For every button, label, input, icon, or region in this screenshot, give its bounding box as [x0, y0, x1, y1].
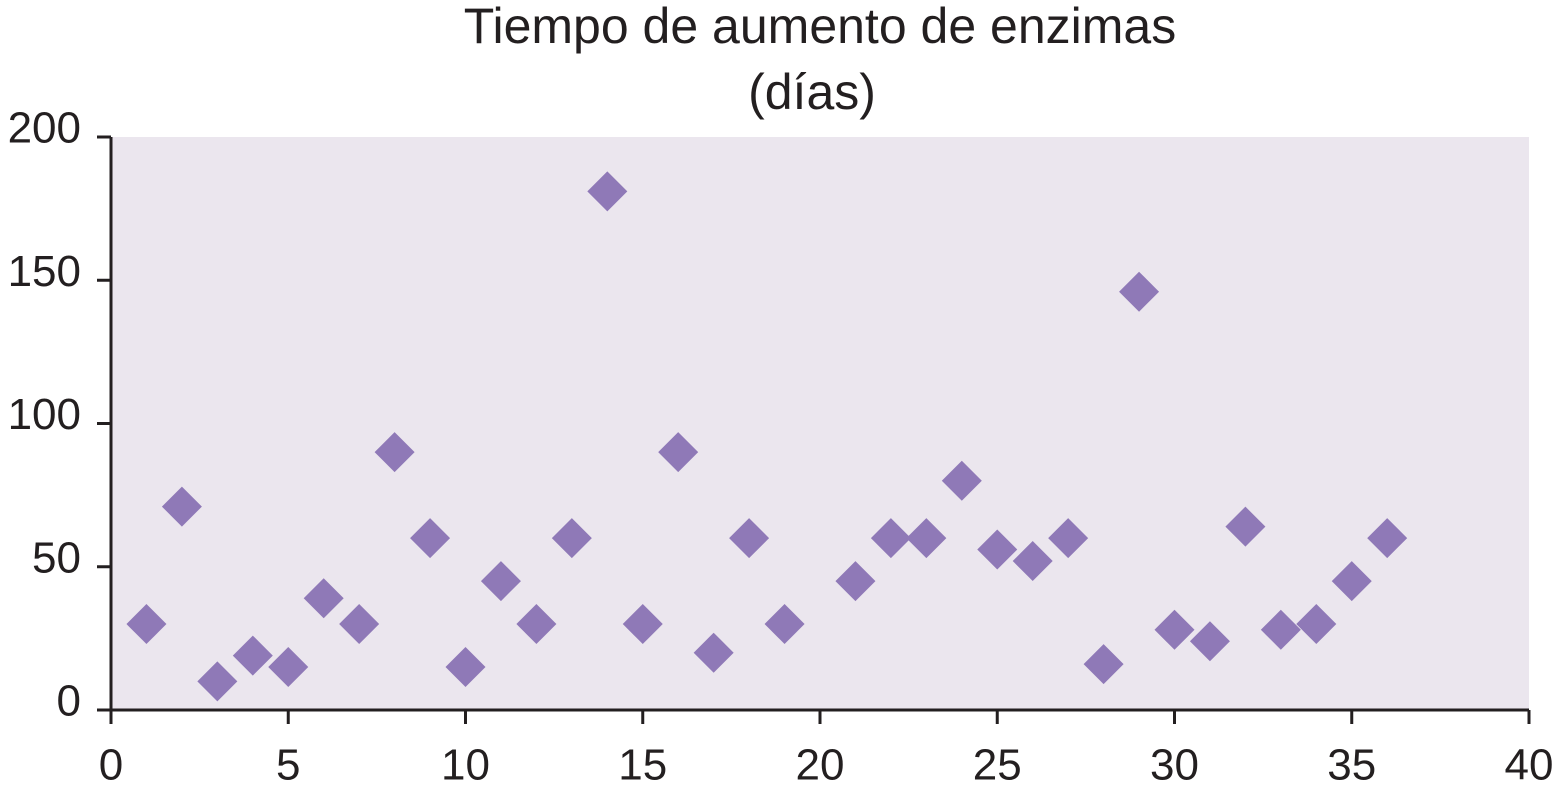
x-tick-label: 15 [618, 741, 667, 790]
point [729, 518, 770, 559]
point [1225, 506, 1266, 547]
point [303, 578, 344, 619]
point [1048, 518, 1089, 559]
y-tick-label: 50 [32, 533, 81, 582]
x-tick-label: 20 [796, 741, 845, 790]
point [1367, 518, 1408, 559]
point [658, 432, 699, 473]
point [764, 604, 805, 645]
x-tick-label: 0 [99, 741, 123, 790]
x-tick-label: 25 [973, 741, 1022, 790]
point [126, 604, 167, 645]
point [587, 171, 628, 212]
point [1154, 609, 1195, 650]
plot-background [111, 137, 1529, 710]
point [941, 460, 982, 501]
y-tick-label: 150 [8, 247, 81, 296]
point [906, 518, 947, 559]
point [232, 635, 273, 676]
point [1260, 609, 1301, 650]
point [268, 647, 309, 688]
x-tick-label: 10 [441, 741, 490, 790]
y-tick-label: 200 [8, 104, 81, 153]
point [551, 518, 592, 559]
x-tick-label: 30 [1150, 741, 1199, 790]
point [1119, 271, 1160, 312]
point [835, 561, 876, 602]
point [161, 486, 202, 527]
chart-title: Tiempo de aumento de enzimas [464, 0, 1176, 54]
point [622, 604, 663, 645]
point [977, 529, 1018, 570]
point [1189, 621, 1230, 662]
point [1331, 561, 1372, 602]
y-tick-label: 0 [57, 677, 81, 726]
chart-title: (días) [748, 64, 876, 120]
point [1296, 604, 1337, 645]
point [410, 518, 451, 559]
x-tick-label: 40 [1505, 741, 1554, 790]
point [374, 432, 415, 473]
point [445, 647, 486, 688]
x-tick-label: 5 [276, 741, 300, 790]
point [480, 561, 521, 602]
point [516, 604, 557, 645]
point [197, 661, 238, 702]
point [1083, 644, 1124, 685]
point [870, 518, 911, 559]
point [1012, 541, 1053, 582]
point [693, 632, 734, 673]
point [339, 604, 380, 645]
x-tick-label: 35 [1327, 741, 1376, 790]
y-tick-label: 100 [8, 390, 81, 439]
